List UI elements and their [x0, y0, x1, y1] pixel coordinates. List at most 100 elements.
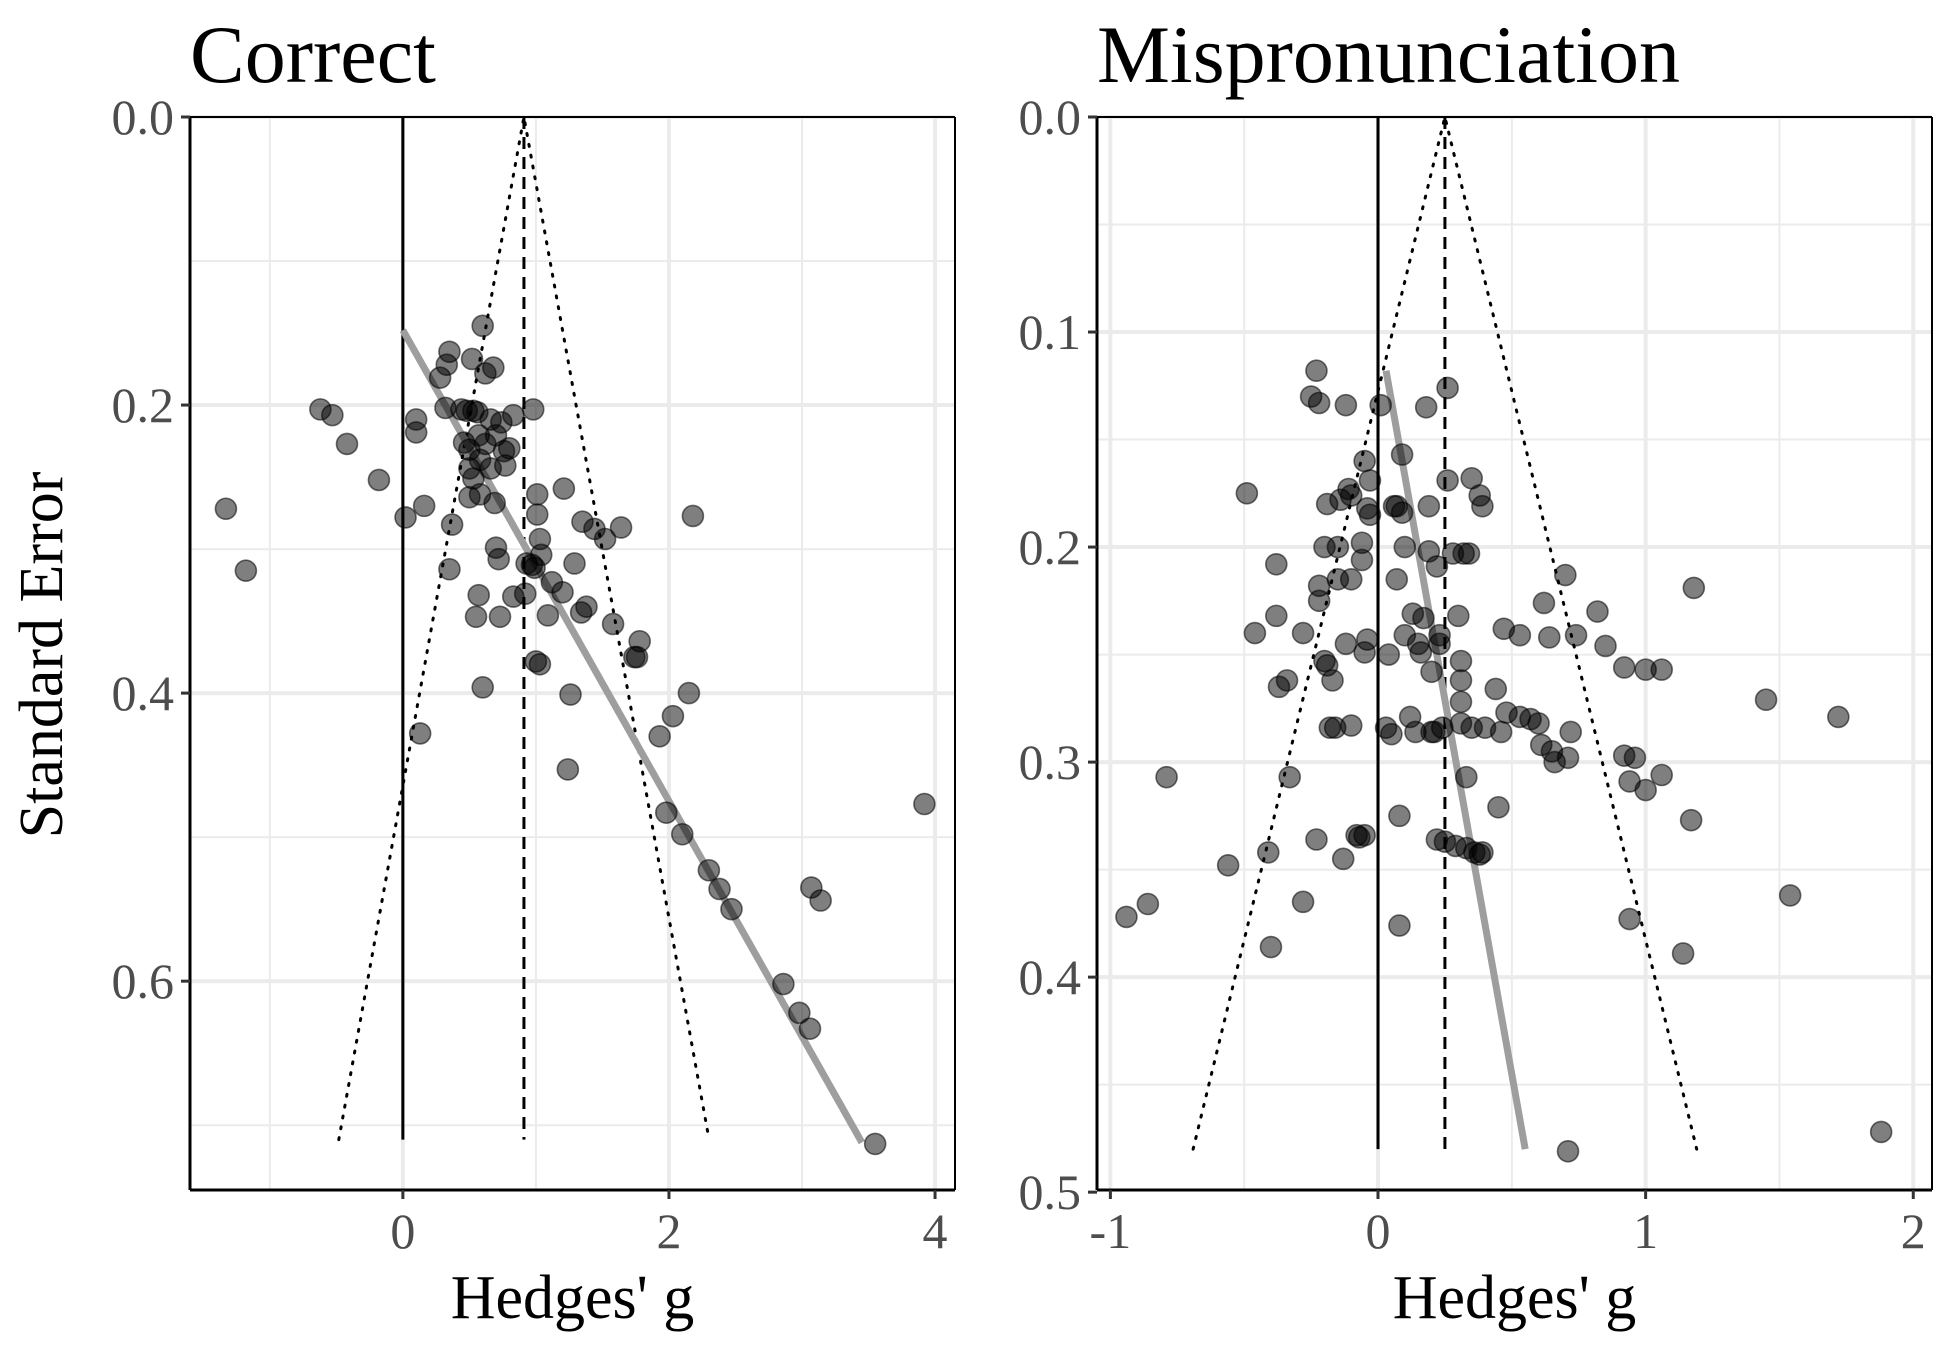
- data-point: [1393, 535, 1417, 559]
- data-point: [1586, 600, 1609, 623]
- data-point: [1679, 808, 1703, 832]
- data-point: [1235, 482, 1259, 505]
- data-point: [1594, 634, 1617, 658]
- y-tick-label: 0.0: [112, 89, 175, 145]
- data-point: [1671, 942, 1695, 965]
- data-point: [1385, 568, 1409, 591]
- data-point: [1115, 905, 1138, 929]
- data-point: [1305, 359, 1328, 383]
- data-point: [438, 340, 461, 364]
- data-point: [321, 403, 344, 427]
- data-point: [798, 1017, 822, 1040]
- data-point: [708, 877, 731, 901]
- data-point: [1425, 555, 1449, 578]
- data-point: [1339, 568, 1363, 591]
- data-point: [536, 604, 560, 627]
- data-point: [1471, 841, 1494, 864]
- data-point: [720, 897, 743, 921]
- y-tick-label: 0.0: [1019, 89, 1082, 145]
- y-axis-label: Standard Error: [8, 471, 76, 838]
- data-point: [394, 506, 417, 529]
- x-tick-label: 0: [1366, 1203, 1391, 1259]
- data-point: [498, 436, 521, 460]
- data-point: [1559, 720, 1583, 744]
- panel-mispronunciation: Mispronunciation 0.0 0.1 0.2 0.3 0.4 0.5-1 0 1 2 H…: [1019, 9, 1933, 1332]
- correct-x-axis-label: Hedges' g: [451, 1264, 695, 1332]
- data-point: [521, 398, 545, 421]
- data-point: [1278, 765, 1301, 789]
- data-point: [1265, 604, 1288, 628]
- data-point: [1291, 621, 1315, 645]
- correct-points: [214, 314, 936, 1156]
- data-point: [1532, 591, 1556, 615]
- data-point: [1291, 890, 1315, 914]
- data-point: [809, 889, 832, 912]
- x-tick-label: 1: [1633, 1203, 1658, 1259]
- data-point: [1243, 621, 1267, 645]
- data-point: [1508, 623, 1532, 647]
- data-point: [438, 557, 461, 581]
- mispron-title: Mispronunciation: [1097, 9, 1680, 100]
- data-point: [593, 527, 617, 551]
- data-point: [1339, 714, 1363, 737]
- data-point: [670, 822, 694, 846]
- data-point: [367, 468, 391, 492]
- data-point: [1449, 669, 1473, 692]
- data-point: [913, 792, 936, 816]
- y-tick-label: 0.3: [1019, 734, 1082, 790]
- data-point: [601, 612, 625, 636]
- data-point: [408, 722, 432, 745]
- data-point: [1446, 604, 1470, 628]
- data-point: [1436, 376, 1459, 400]
- data-point: [1350, 531, 1374, 555]
- data-point: [563, 552, 586, 575]
- y-tick-label: 0.6: [112, 953, 175, 1009]
- data-point: [335, 432, 359, 456]
- y-tick-label: 0.4: [112, 665, 175, 721]
- data-point: [863, 1132, 887, 1156]
- mispron-funnel-ci: [1191, 116, 1699, 1151]
- data-point: [1358, 503, 1382, 527]
- data-point: [1409, 641, 1433, 664]
- data-point: [1449, 690, 1473, 714]
- data-point: [552, 477, 576, 500]
- data-point: [501, 403, 525, 427]
- correct-title: Correct: [190, 9, 436, 100]
- data-point: [1265, 552, 1288, 576]
- data-point: [559, 683, 582, 706]
- y-tick-label: 0.4: [1019, 949, 1082, 1005]
- data-point: [1259, 935, 1283, 959]
- data-point: [1353, 449, 1376, 473]
- data-point: [1390, 501, 1414, 524]
- data-point: [697, 858, 721, 882]
- data-point: [525, 503, 549, 526]
- data-point: [1554, 563, 1577, 587]
- data-point: [525, 483, 549, 506]
- mispron-x-axis-label: Hedges' g: [1393, 1264, 1637, 1332]
- data-point: [1650, 658, 1673, 681]
- data-point: [1369, 393, 1392, 417]
- x-tick-label: -1: [1090, 1203, 1132, 1259]
- data-point: [1390, 443, 1414, 466]
- data-point: [628, 629, 651, 653]
- panel-correct: Correct 0.0 0.2 0.4 0.6 0 2 4 Hedges' g: [112, 9, 956, 1332]
- data-point: [460, 347, 484, 371]
- data-point: [677, 681, 701, 705]
- data-point: [1556, 746, 1580, 770]
- data-point: [1216, 854, 1240, 877]
- data-point: [471, 676, 494, 699]
- data-point: [1305, 828, 1328, 851]
- x-tick-label: 2: [656, 1203, 681, 1259]
- data-point: [1455, 765, 1478, 789]
- y-tick-label: 0.2: [1019, 519, 1082, 575]
- data-point: [1326, 535, 1350, 559]
- data-point: [654, 801, 678, 824]
- data-point: [487, 547, 510, 571]
- data-point: [1136, 892, 1160, 916]
- data-point: [513, 582, 537, 606]
- data-point: [1556, 1139, 1580, 1163]
- data-point: [1275, 669, 1299, 692]
- data-point: [1430, 716, 1454, 739]
